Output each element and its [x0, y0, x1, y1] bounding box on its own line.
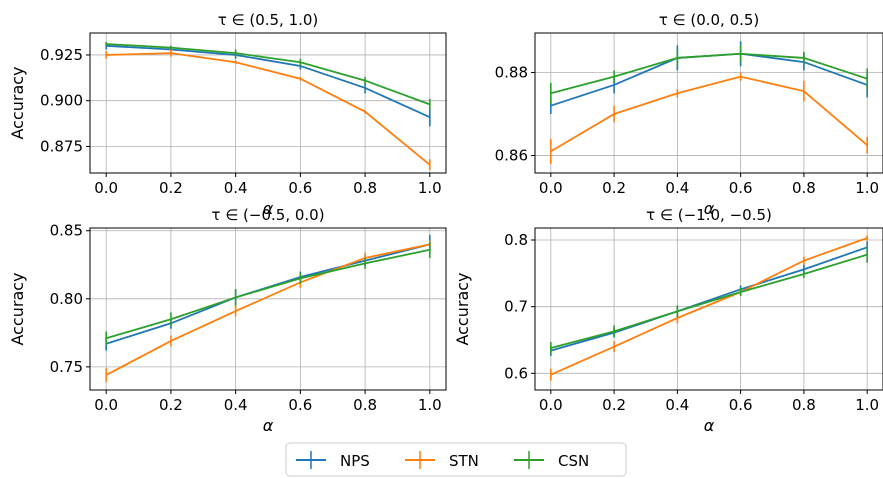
- x-tick-label: 0.2: [602, 179, 626, 197]
- panel-title: τ ∈ (−0.5, 0.0): [211, 206, 324, 224]
- axes-frame: [534, 227, 883, 391]
- chart-panel-2: 0.0 0.2 0.4 0.6 0.8 1.0 0.86 0.88 τ ∈ (0.0, 0.5)…: [495, 11, 883, 218]
- x-axis-label: α: [263, 416, 274, 435]
- x-tick-label: 0.6: [288, 179, 312, 197]
- x-tick-label: 0.0: [94, 396, 118, 414]
- legend-item-stn: STN: [405, 451, 479, 470]
- series-line-stn: [105, 243, 431, 376]
- axes-frame: [89, 227, 447, 391]
- x-tick-label: 0.6: [729, 179, 753, 197]
- x-tick-label: 0.8: [792, 396, 816, 414]
- x-tick-label: 0.2: [159, 396, 183, 414]
- x-tick-label: 0.4: [224, 179, 248, 197]
- series-line-nps: [550, 246, 868, 352]
- x-tick-label: 0.8: [353, 179, 377, 197]
- y-tick-label: 0.85: [50, 222, 83, 240]
- panels: 0.0 0.2 0.4 0.6 0.8 1.0 0.875 0.900 0.925 τ ∈ (0.…: [8, 11, 883, 435]
- y-tick-label: 0.8: [504, 231, 528, 249]
- series-line-nps: [550, 52, 868, 107]
- panel-title: τ ∈ (0.0, 0.5): [659, 11, 760, 29]
- chart-panel-3: 0.0 0.2 0.4 0.6 0.8 1.0 0.75 0.80 0.85 τ ∈ (−0.5,…: [8, 206, 447, 435]
- series-line-stn: [550, 75, 868, 153]
- y-tick-label: 0.900: [40, 92, 83, 110]
- y-tick-label: 0.925: [40, 46, 83, 64]
- y-tick-label: 0.88: [495, 63, 528, 81]
- axes-frame: [534, 32, 883, 174]
- series-line-stn: [106, 52, 431, 166]
- x-tick-label: 0.0: [94, 179, 118, 197]
- x-tick-label: 1.0: [418, 396, 442, 414]
- y-axis-label: Accuracy: [8, 66, 27, 139]
- series-line-csn: [550, 52, 868, 95]
- legend-item-csn: CSN: [514, 451, 589, 470]
- x-tick-label: 0.2: [602, 396, 626, 414]
- legend-nps-label: NPS: [340, 452, 370, 470]
- x-axis-label: α: [704, 199, 715, 218]
- chart-panel-4: 0.0 0.2 0.4 0.6 0.8 1.0 0.6 0.7 0.8 τ ∈ (−1.0, −0…: [453, 206, 883, 435]
- series-line-nps: [106, 44, 431, 119]
- x-tick-label: 1.0: [855, 179, 879, 197]
- x-tick-label: 0.4: [665, 179, 689, 197]
- x-tick-label: 0.6: [288, 396, 312, 414]
- y-tick-label: 0.6: [504, 364, 528, 382]
- x-tick-label: 0.8: [792, 179, 816, 197]
- y-tick-label: 0.86: [495, 147, 528, 165]
- x-axis-label: α: [263, 199, 274, 218]
- series-line-csn: [550, 253, 868, 349]
- legend: NPS STN CSN: [285, 442, 627, 477]
- axes-frame: [89, 32, 447, 174]
- x-tick-label: 0.0: [539, 179, 563, 197]
- x-tick-label: 0.4: [224, 396, 248, 414]
- legend-item-nps: NPS: [296, 451, 370, 470]
- series-line-csn: [106, 43, 431, 106]
- legend-frame: [285, 442, 627, 477]
- y-axis-label: Accuracy: [453, 272, 472, 345]
- y-axis-label: Accuracy: [8, 272, 27, 345]
- series-line-csn: [105, 248, 431, 340]
- x-tick-label: 0.0: [539, 396, 563, 414]
- legend-stn-label: STN: [449, 452, 479, 470]
- x-tick-label: 0.6: [729, 396, 753, 414]
- x-tick-label: 1.0: [418, 179, 442, 197]
- panel-title: τ ∈ (−1.0, −0.5): [646, 206, 772, 224]
- x-tick-label: 1.0: [855, 396, 879, 414]
- x-tick-label: 0.8: [353, 396, 377, 414]
- y-tick-label: 0.7: [504, 298, 528, 316]
- chart-panel-1: 0.0 0.2 0.4 0.6 0.8 1.0 0.875 0.900 0.925 τ ∈ (0.…: [8, 11, 447, 218]
- x-tick-label: 0.4: [665, 396, 689, 414]
- series-line-stn: [550, 237, 868, 376]
- y-tick-label: 0.875: [40, 137, 83, 155]
- x-tick-label: 0.2: [159, 179, 183, 197]
- x-axis-label: α: [704, 416, 715, 435]
- y-tick-label: 0.75: [50, 358, 83, 376]
- y-tick-label: 0.80: [50, 290, 83, 308]
- panel-title: τ ∈ (0.5, 1.0): [218, 11, 319, 29]
- legend-csn-label: CSN: [558, 452, 589, 470]
